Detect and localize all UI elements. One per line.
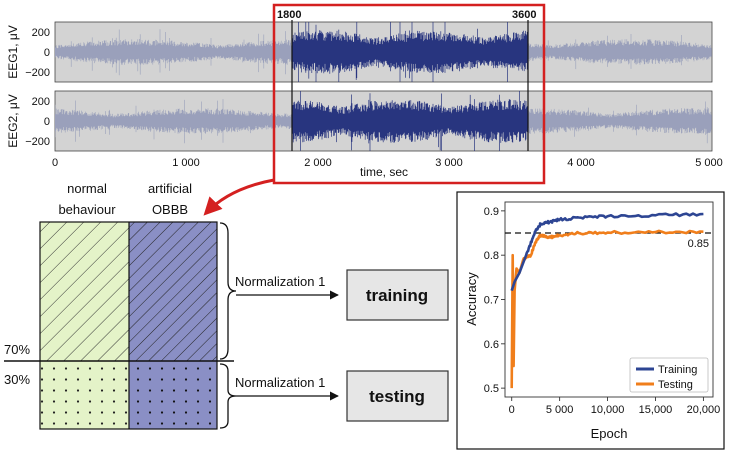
eeg2-ytick: 0 (44, 116, 50, 128)
eeg1-signal (55, 22, 712, 82)
artificial-train-block (129, 222, 217, 361)
series-line-training (510, 212, 704, 292)
split-diagram: normal behaviour artificial OBBB 70% 30%… (4, 181, 449, 430)
train-brace (219, 222, 237, 360)
eeg-xtick: 3 000 (435, 157, 463, 169)
col-normal-line2: behaviour (58, 202, 116, 217)
chart-ytick-label: 0.7 (484, 295, 499, 307)
eeg1-ytick: −200 (25, 67, 50, 79)
chart-xtick-label: 5 000 (546, 404, 574, 416)
testing-box-label: testing (369, 387, 425, 406)
eeg-background-trace (55, 99, 712, 144)
eeg-xtick: 2 000 (304, 157, 332, 169)
chart-xtick-label: 0 (509, 404, 515, 416)
eeg1-ytick: 0 (44, 47, 50, 59)
chart-xlabel: Epoch (591, 426, 628, 441)
eeg-panel: EEG1, μV EEG2, μV 200 0 −200 200 0 −200 … (6, 3, 723, 216)
col-artificial-line1: artificial (148, 181, 192, 196)
eeg2-signal (55, 91, 712, 151)
artificial-test-block (129, 361, 217, 429)
training-box-label: training (366, 286, 428, 305)
chart-ytick-label: 0.8 (484, 250, 499, 262)
training-box (346, 269, 449, 321)
chart-ytick-label: 0.9 (484, 206, 499, 218)
eeg2-ytick: −200 (25, 136, 50, 148)
col-artificial-line2: OBBB (152, 202, 188, 217)
testing-box (346, 370, 449, 422)
eeg1-ylabel: EEG1, μV (6, 25, 20, 79)
eeg-xtick: 1 000 (172, 157, 200, 169)
series-line-testing (510, 229, 704, 389)
window-start-label: 1800 (277, 9, 301, 21)
pct-train-label: 70% (4, 342, 30, 357)
chart-frame (456, 191, 725, 450)
chart-ytick-label: 0.5 (484, 383, 499, 395)
norm-train-label: Normalization 1 (235, 274, 325, 289)
chart-xtick-label: 20,000 (687, 404, 721, 416)
chart-xticks: 0 5 000 10,000 15,000 20,000 (509, 397, 721, 416)
eeg2-ytick: 200 (32, 96, 50, 108)
eeg-xlabel: time, sec (360, 165, 408, 179)
eeg-xtick: 0 (52, 157, 58, 169)
reference-line-label: 0.85 (688, 238, 709, 250)
accuracy-chart: 0.5 0.6 0.7 0.8 0.9 0 5 000 10,000 15,000 20,000… (456, 191, 725, 450)
eeg-xtick: 4 000 (567, 157, 595, 169)
eeg2-ylabel: EEG2, μV (6, 94, 20, 148)
chart-series (510, 212, 704, 389)
eeg-xtick: 5 000 (695, 157, 723, 169)
normal-test-block (40, 361, 129, 429)
selection-highlight-frame (272, 3, 546, 185)
legend-label-testing: Testing (658, 379, 693, 391)
pct-test-label: 30% (4, 372, 30, 387)
eeg1-ytick: 200 (32, 27, 50, 39)
selection-arrow (203, 178, 275, 216)
window-end-label: 3600 (512, 9, 536, 21)
legend-label-training: Training (658, 364, 697, 376)
col-normal-line1: normal (67, 181, 107, 196)
chart-yticks: 0.5 0.6 0.7 0.8 0.9 (484, 206, 505, 395)
chart-ytick-label: 0.6 (484, 339, 499, 351)
normal-train-block (40, 222, 129, 361)
test-brace (219, 363, 237, 429)
chart-ylabel: Accuracy (464, 272, 479, 326)
chart-xtick-label: 15,000 (639, 404, 673, 416)
norm-test-label: Normalization 1 (235, 375, 325, 390)
eeg-background-trace (55, 29, 712, 76)
chart-xtick-label: 10,000 (591, 404, 625, 416)
